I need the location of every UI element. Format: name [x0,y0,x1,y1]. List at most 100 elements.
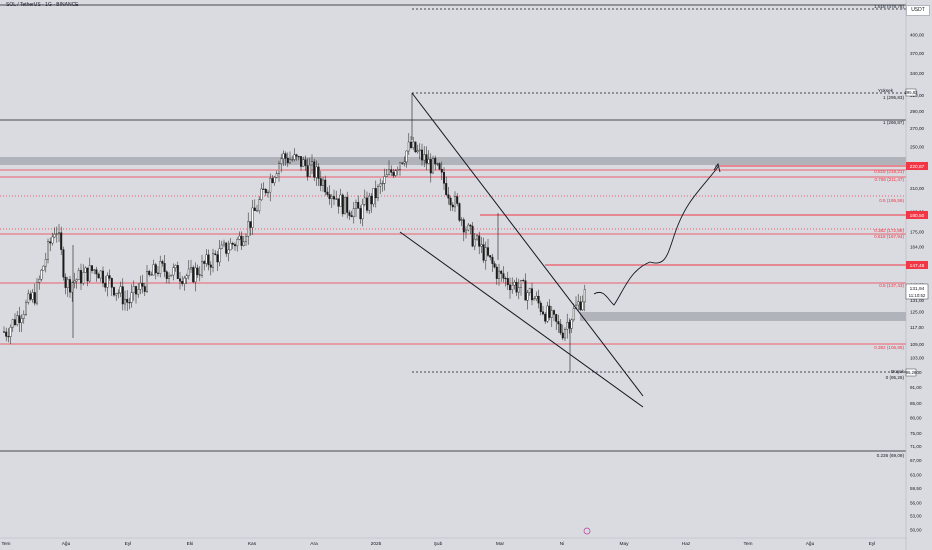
candle-body [156,272,159,274]
candle-body [214,253,217,255]
event-marker-icon [583,527,591,535]
candle-body [546,305,549,322]
candle-body [414,141,417,153]
candle-body [394,170,397,176]
candle-body [401,162,404,164]
candle-body [289,159,292,164]
candle-body [381,183,384,185]
level-label: 1.618 (478,78) [874,4,904,9]
candle-body [495,266,498,279]
candle-body [515,282,518,293]
currency-button[interactable]: USDT [906,5,930,16]
y-tick-label: 75,00 [910,431,922,436]
candle-body [7,336,10,338]
x-tick-label: Ni [560,541,565,547]
y-tick-label: 340,00 [910,71,924,76]
target-price-text: 220,87 [910,164,925,170]
candle-body [53,234,56,238]
candle-body [183,277,186,284]
candle-body [185,275,188,279]
candle-body [531,288,534,301]
support-zone [580,312,906,321]
y-axis: 400,00 370,00 340,00 310,00 290,00 270,00 250,… [905,0,924,550]
candle-body [262,188,265,190]
candle-body [451,204,454,208]
candle-body [511,284,514,291]
candle-body [196,267,199,275]
candle-body [390,169,393,173]
candle-body [487,247,490,256]
candle-body [247,221,250,237]
target-price-tag [906,162,928,170]
wedge-upper-line [411,92,644,397]
candle-body [579,301,582,311]
y-tick-label: 131,00 [910,298,924,303]
candle-body [319,178,322,186]
candle-body [205,254,208,264]
candle-body [328,194,331,199]
candle-body [264,189,267,194]
candle-body [385,174,388,177]
candle-body [13,319,16,325]
x-tick-label: Eyl [125,541,132,547]
candle-body [326,191,329,195]
level-label: 0 (95,26) [886,375,905,380]
candle-body [192,267,195,283]
candle-body [211,253,214,268]
candle-body [256,210,259,212]
candle-body [55,233,58,235]
y-tick-label: 50,00 [910,528,922,533]
candle-body [566,322,569,330]
candle-body [163,263,166,272]
candle-body [412,141,415,148]
y-tick-label: 210,00 [910,186,924,191]
candle-body [165,271,168,279]
low-price-tag [905,368,917,377]
candle-body [20,318,23,323]
level-label: Yüksek [878,88,894,93]
candle-body [284,153,287,159]
candle-body [225,242,228,254]
candle-body [110,278,113,288]
candle-body [95,269,98,275]
candle-body [218,248,221,263]
candle-body [460,219,463,221]
candle-body [189,267,192,270]
candle-body [267,191,270,194]
candle-body [528,288,531,293]
candle-body [304,159,307,166]
candle-body [134,286,137,295]
candle-body [526,292,529,301]
candle-body [51,236,54,244]
candle-body [22,314,25,319]
wedge-lower-line [399,231,644,408]
candle-body [445,183,448,195]
candle-body [229,242,232,251]
x-tick-label: Ağu [806,541,815,547]
candle-body [330,196,333,199]
candle-body [539,302,542,312]
candle-body [522,280,525,282]
candle-body [440,168,443,173]
projection-arrow [593,166,719,306]
candle-body [484,247,487,261]
target-price-tag [906,211,928,219]
zones-layer [0,157,906,321]
x-tick-label: Tem [1,541,10,547]
y-tick-label: 290,00 [910,109,924,114]
candle-body [361,204,364,220]
candle-body [84,267,87,273]
y-tick-label: 56,00 [910,501,922,506]
candle-body [550,310,553,318]
candle-body [561,332,564,339]
level-labels: 1.618 (478,78) Yüksek 1 (295,83) 1 (266,87)… [874,4,929,458]
candle-body [33,292,36,304]
y-tick-label: 80,00 [910,416,922,421]
candle-body [454,196,457,208]
candle-body [357,202,360,209]
candle-body [311,161,314,166]
candle-body [240,235,243,246]
x-tick-label: Ağu [62,541,71,547]
